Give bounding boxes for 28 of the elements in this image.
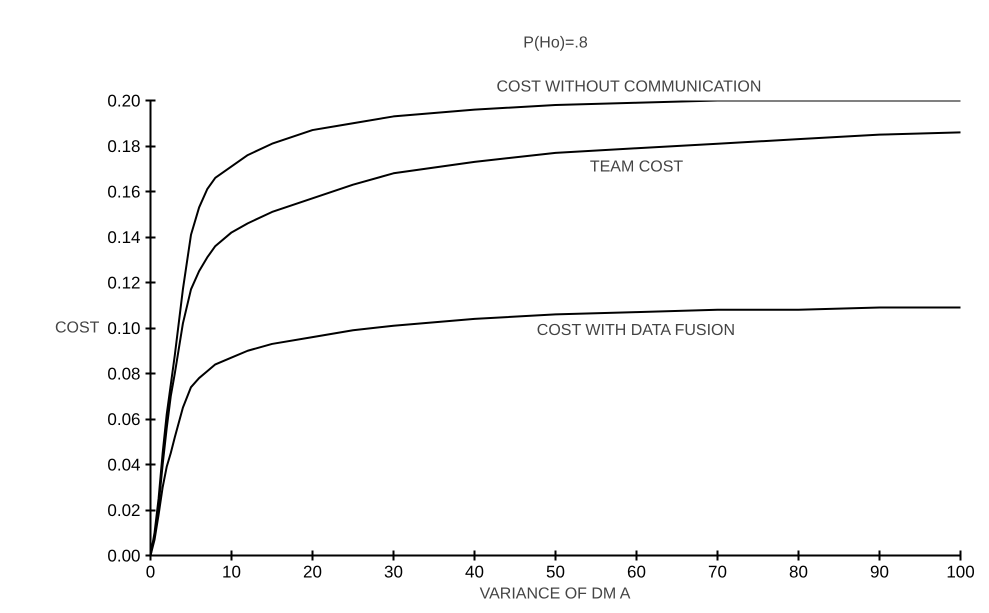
x-tick-label: 80 bbox=[789, 562, 808, 582]
y-tick-label: 0.18 bbox=[107, 137, 141, 156]
y-tick-label: 0.14 bbox=[107, 228, 141, 247]
y-tick-label: 0.02 bbox=[107, 501, 141, 520]
y-tick-label: 0.04 bbox=[107, 456, 141, 474]
x-tick-label: 90 bbox=[870, 562, 889, 582]
y-tick-label: 0.10 bbox=[107, 319, 141, 338]
series-label: COST WITHOUT COMMUNICATION bbox=[496, 78, 762, 96]
chart-title: P(Ho)=.8 bbox=[523, 34, 588, 52]
y-tick-label: 0.12 bbox=[107, 274, 141, 292]
y-axis-title: COST bbox=[54, 320, 100, 336]
y-tick-label: 0.20 bbox=[107, 92, 141, 110]
series-label: COST WITH DATA FUSION bbox=[536, 322, 736, 340]
y-tick-label: 0.00 bbox=[107, 546, 141, 566]
x-tick-label: 60 bbox=[627, 562, 646, 582]
x-tick-label: 10 bbox=[222, 562, 241, 582]
y-tick-label: 0.06 bbox=[107, 410, 141, 429]
x-axis-title: VARIANCE OF DM A bbox=[480, 586, 631, 602]
series-label: TEAM COST bbox=[590, 158, 684, 176]
x-tick-label: 0 bbox=[146, 562, 156, 582]
x-tick-label: 100 bbox=[946, 562, 975, 582]
x-tick-label: 50 bbox=[546, 562, 565, 582]
x-tick-label: 40 bbox=[465, 562, 484, 582]
x-tick-label: 20 bbox=[303, 562, 322, 582]
x-tick-label: 70 bbox=[708, 562, 727, 582]
y-tick-label: 0.08 bbox=[107, 364, 141, 384]
y-tick-label: 0.16 bbox=[107, 182, 141, 202]
x-tick-label: 30 bbox=[384, 562, 403, 582]
